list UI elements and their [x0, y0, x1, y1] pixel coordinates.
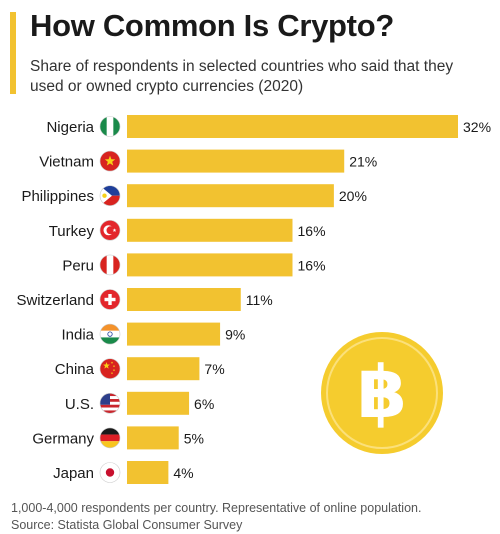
category-label: Vietnam [39, 154, 94, 171]
bar [127, 322, 221, 346]
bar [127, 426, 179, 450]
value-label: 21% [349, 154, 377, 170]
page-title: How Common Is Crypto? [30, 8, 394, 43]
india-flag-icon [100, 324, 120, 345]
bar [127, 253, 293, 277]
bar-chart: Nigeria 32% Vietnam 21% Philippines 20% Turkey… [16, 115, 491, 484]
bar [127, 184, 334, 208]
footnote-note: 1,000-4,000 respondents per country. Rep… [11, 501, 422, 515]
us-flag-icon [100, 393, 120, 414]
svg-text:฿: ฿ [357, 350, 407, 434]
value-label: 4% [173, 465, 193, 481]
category-label: Nigeria [46, 119, 94, 136]
category-label: China [55, 361, 95, 378]
category-label: India [61, 327, 94, 344]
value-label: 16% [298, 257, 326, 273]
footnote: 1,000-4,000 respondents per country. Rep… [11, 500, 421, 534]
bar [127, 288, 241, 311]
bar [127, 357, 200, 381]
value-label: 20% [339, 188, 367, 204]
category-label: Turkey [49, 223, 95, 240]
category-label: U.S. [65, 396, 94, 413]
value-label: 32% [463, 119, 491, 135]
bitcoin-coin-icon: ฿ [321, 332, 443, 454]
category-label: Germany [32, 430, 94, 447]
germany-flag-icon [100, 427, 120, 448]
peru-flag-icon [100, 254, 120, 275]
japan-flag-icon [100, 462, 120, 483]
bar [127, 115, 458, 138]
category-label: Peru [62, 257, 94, 274]
title-accent-bar [10, 12, 16, 94]
vietnam-flag-icon [100, 151, 120, 172]
value-label: 11% [246, 292, 273, 308]
page-subtitle: Share of respondents in selected countri… [30, 58, 454, 95]
bar [127, 391, 190, 415]
bar [127, 461, 169, 484]
value-label: 9% [225, 327, 245, 343]
turkey-flag-icon [100, 220, 120, 241]
bar [127, 149, 345, 173]
category-label: Switzerland [16, 292, 94, 309]
nigeria-flag-icon [100, 116, 120, 137]
china-flag-icon [100, 358, 120, 379]
value-label: 6% [194, 396, 214, 412]
value-label: 5% [184, 430, 204, 446]
category-label: Japan [53, 465, 94, 482]
switzerland-flag-icon [100, 289, 120, 310]
value-label: 7% [204, 361, 224, 377]
philippines-flag-icon [100, 185, 120, 206]
category-label: Philippines [21, 188, 94, 205]
footnote-source: Source: Statista Global Consumer Survey [11, 518, 243, 532]
value-label: 16% [298, 223, 326, 239]
bar [127, 218, 293, 242]
